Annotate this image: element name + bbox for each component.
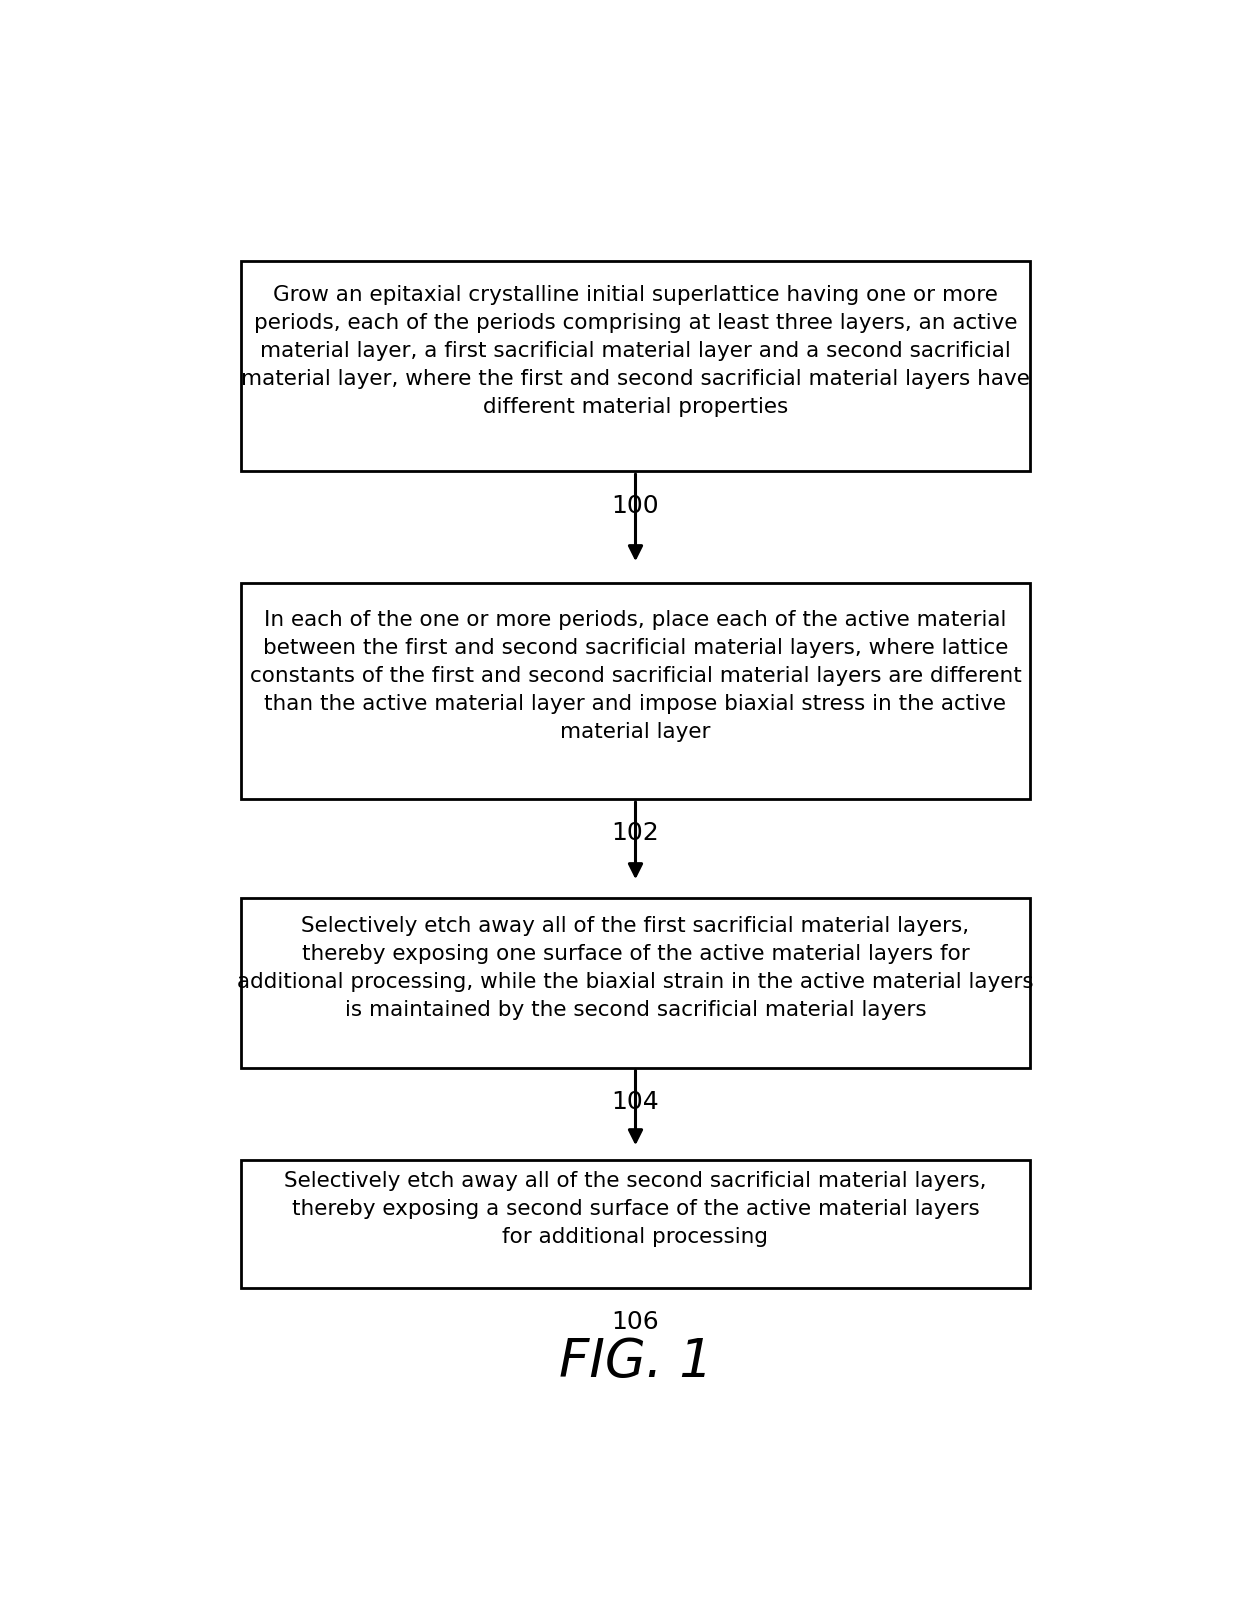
Bar (242, 583, 1029, 799)
Text: Selectively etch away all of the second sacrificial material layers,
thereby exp: Selectively etch away all of the second … (284, 1172, 987, 1247)
Text: 100: 100 (611, 493, 660, 517)
Text: Grow an epitaxial crystalline initial superlattice having one or more
periods, e: Grow an epitaxial crystalline initial su… (241, 284, 1030, 418)
Text: 104: 104 (611, 1090, 660, 1114)
Text: In each of the one or more periods, place each of the active material
between th: In each of the one or more periods, plac… (249, 611, 1022, 742)
Text: 102: 102 (611, 821, 660, 845)
Text: 106: 106 (611, 1310, 660, 1334)
Text: Selectively etch away all of the first sacrificial material layers,
thereby expo: Selectively etch away all of the first s… (237, 916, 1034, 1020)
Bar (242, 1160, 1029, 1287)
Text: FIG. 1: FIG. 1 (559, 1335, 712, 1388)
Bar (242, 898, 1029, 1067)
Bar (242, 260, 1029, 471)
